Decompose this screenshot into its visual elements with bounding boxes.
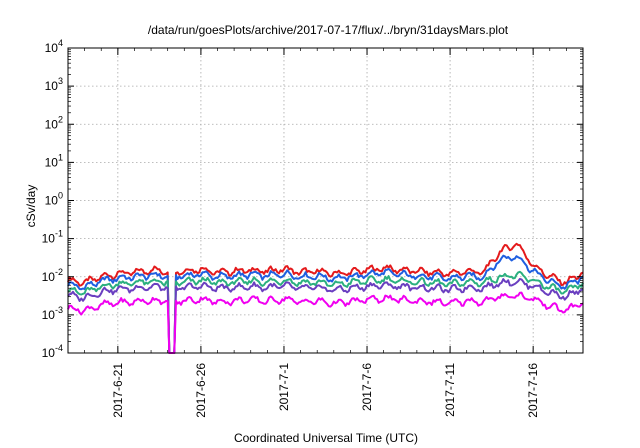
series-line-blue bbox=[67, 254, 584, 354]
series-line-green bbox=[67, 270, 584, 354]
x-tick-label: 2017-7-16 bbox=[526, 363, 540, 418]
y-tick-label: 103 bbox=[45, 76, 63, 93]
y-tick-label: 102 bbox=[45, 114, 63, 131]
y-tick-label: 10-4 bbox=[42, 343, 63, 360]
x-tick-label: 2017-7-1 bbox=[277, 363, 291, 411]
series-layer bbox=[67, 242, 584, 354]
y-tick-label: 10-2 bbox=[42, 267, 63, 284]
x-tick-label: 2017-6-26 bbox=[194, 363, 208, 418]
x-tick-label: 2017-7-11 bbox=[443, 363, 457, 417]
y-tick-label: 10-1 bbox=[42, 229, 63, 246]
x-axis-label: Coordinated Universal Time (UTC) bbox=[234, 431, 418, 445]
x-tick-label: 2017-6-21 bbox=[111, 363, 125, 418]
x-tick-label: 2017-7-6 bbox=[360, 363, 374, 411]
y-tick-label: 101 bbox=[45, 152, 63, 169]
series-line-purple bbox=[67, 277, 584, 354]
series-line-magenta bbox=[67, 291, 584, 354]
y-tick-label: 104 bbox=[45, 38, 63, 55]
y-axis-label: cSv/day bbox=[24, 185, 38, 228]
y-tick-label: 100 bbox=[45, 191, 63, 208]
y-tick-label: 10-3 bbox=[42, 305, 63, 322]
series-line-red bbox=[67, 242, 584, 354]
chart-title: /data/run/goesPlots/archive/2017-07-17/f… bbox=[148, 23, 509, 37]
x-axis: 2017-6-21 2017-6-26 2017-7-1 2017-7-6 2017-7… bbox=[67, 48, 584, 418]
y-axis: 104 103 102 101 100 10-1 10-2 10-3 10-4 bbox=[42, 38, 583, 360]
